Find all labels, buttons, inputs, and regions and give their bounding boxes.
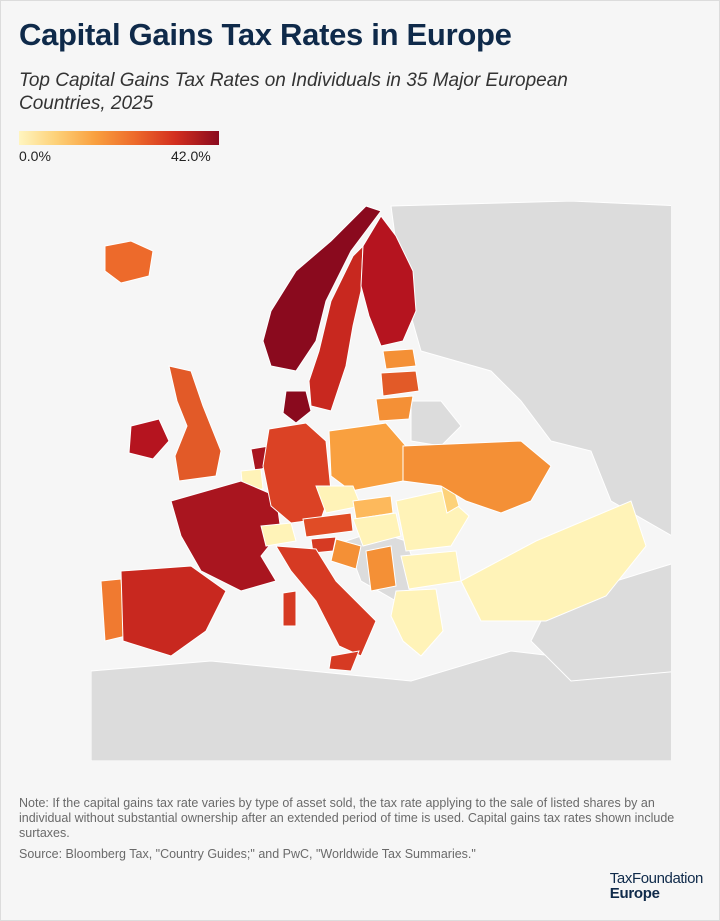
country-denmark [282,390,312,424]
country-lithuania [375,395,414,422]
source-line: Source: Bloomberg Tax, "Country Guides;"… [19,847,476,861]
region-belarus [410,400,462,447]
country-finland [360,215,417,347]
country-turkey [460,500,647,622]
region-north-africa [91,650,671,761]
country-austria [302,512,354,538]
region-middle-east [530,563,671,682]
country-italy [275,545,377,657]
island-sardinia [282,590,297,627]
country-poland [328,422,407,492]
country-norway [262,205,382,372]
region-russia [390,201,671,536]
country-estonia [382,348,417,370]
legend-color-scale [19,131,219,145]
logo-wordmark-bottom: Europe [609,885,660,902]
country-bulgaria [400,550,462,590]
europe-choropleth-map [91,201,671,761]
country-serbia [365,545,397,592]
country-germany [262,422,332,524]
country-iceland [104,240,154,284]
country-hungary [352,512,402,547]
country-romania [395,490,470,552]
country-united-kingdom [168,365,222,482]
country-greece [390,588,444,657]
legend-max-label: 42.0% [171,148,211,164]
tax-foundation-europe-logo: TaxFoundation Europe [609,870,704,902]
country-ukraine [402,440,552,514]
country-croatia [330,538,362,570]
country-spain [120,565,227,657]
page-subtitle: Top Capital Gains Tax Rates on Individua… [19,70,568,114]
country-ireland [128,418,170,460]
footnote: Note: If the capital gains tax rate vari… [19,796,675,840]
page-title: Capital Gains Tax Rates in Europe [19,17,512,52]
country-sweden [308,244,364,412]
country-latvia [380,370,420,397]
island-sicily [328,650,360,672]
country-france [170,480,282,592]
legend-min-label: 0.0% [19,148,51,164]
logo-wordmark-top: TaxFoundation [609,870,704,887]
country-switzerland [260,522,297,547]
